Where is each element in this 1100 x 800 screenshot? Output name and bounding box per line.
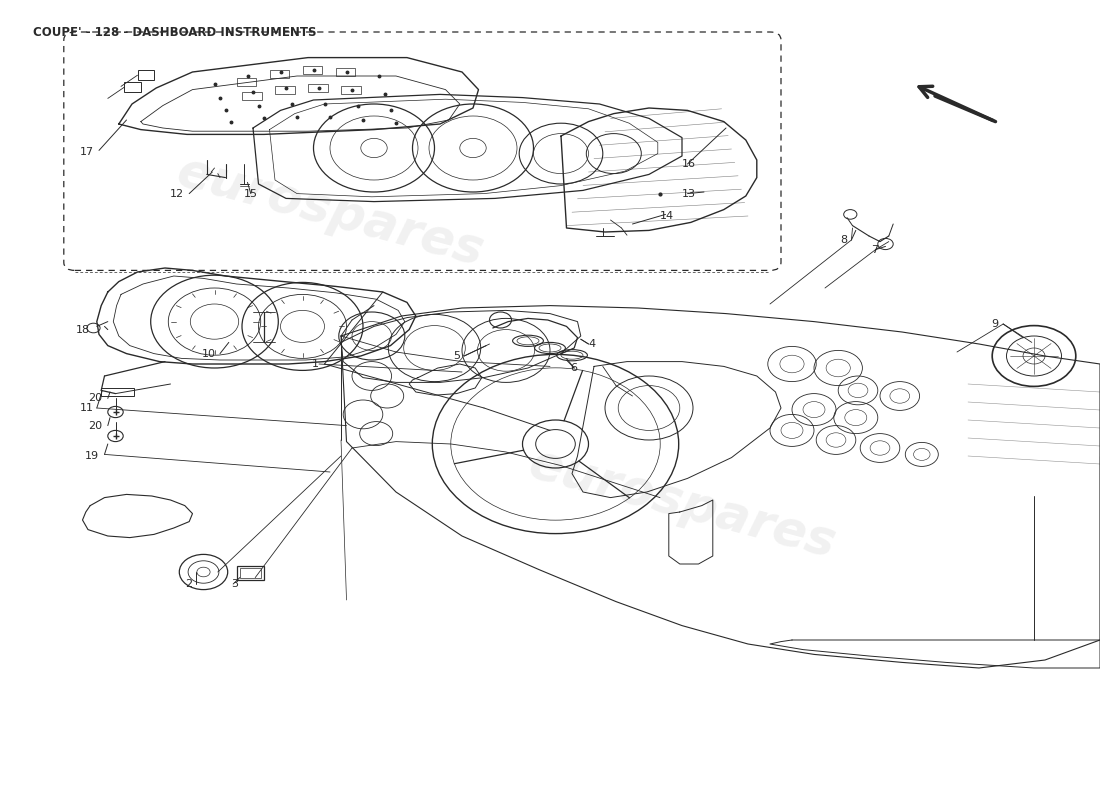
Text: 13: 13 — [682, 189, 696, 198]
Text: 20: 20 — [88, 421, 102, 430]
Bar — [242, 92, 262, 100]
Bar — [138, 70, 154, 80]
Bar — [236, 78, 256, 86]
Text: 5: 5 — [453, 351, 460, 361]
Text: 7: 7 — [871, 245, 878, 254]
Text: 17: 17 — [79, 147, 94, 157]
Text: 20: 20 — [88, 394, 102, 403]
Text: 18: 18 — [76, 325, 90, 334]
Bar — [124, 82, 141, 92]
Bar — [308, 84, 328, 92]
Text: 3: 3 — [231, 579, 238, 589]
Bar — [101, 388, 134, 396]
Text: 9: 9 — [992, 319, 999, 329]
Bar — [270, 70, 289, 78]
Text: 4: 4 — [588, 339, 595, 349]
Text: 12: 12 — [169, 189, 184, 198]
Text: COUPE' - 128 - DASHBOARD INSTRUMENTS: COUPE' - 128 - DASHBOARD INSTRUMENTS — [33, 26, 317, 38]
Bar — [275, 86, 295, 94]
Text: 15: 15 — [244, 189, 258, 198]
Text: 1: 1 — [312, 359, 319, 369]
Text: 2: 2 — [186, 579, 192, 589]
Text: 16: 16 — [682, 159, 696, 169]
Text: 19: 19 — [85, 451, 99, 461]
Text: eurospares: eurospares — [524, 440, 840, 568]
Text: 14: 14 — [660, 211, 674, 221]
Text: 6: 6 — [570, 363, 576, 373]
Text: 10: 10 — [201, 349, 216, 358]
Bar — [236, 566, 264, 580]
Text: eurospares: eurospares — [172, 148, 488, 276]
Bar — [240, 568, 261, 578]
Bar — [341, 86, 361, 94]
Text: 8: 8 — [840, 235, 847, 245]
Bar — [302, 66, 322, 74]
Bar — [336, 68, 355, 76]
Text: 11: 11 — [79, 403, 94, 413]
